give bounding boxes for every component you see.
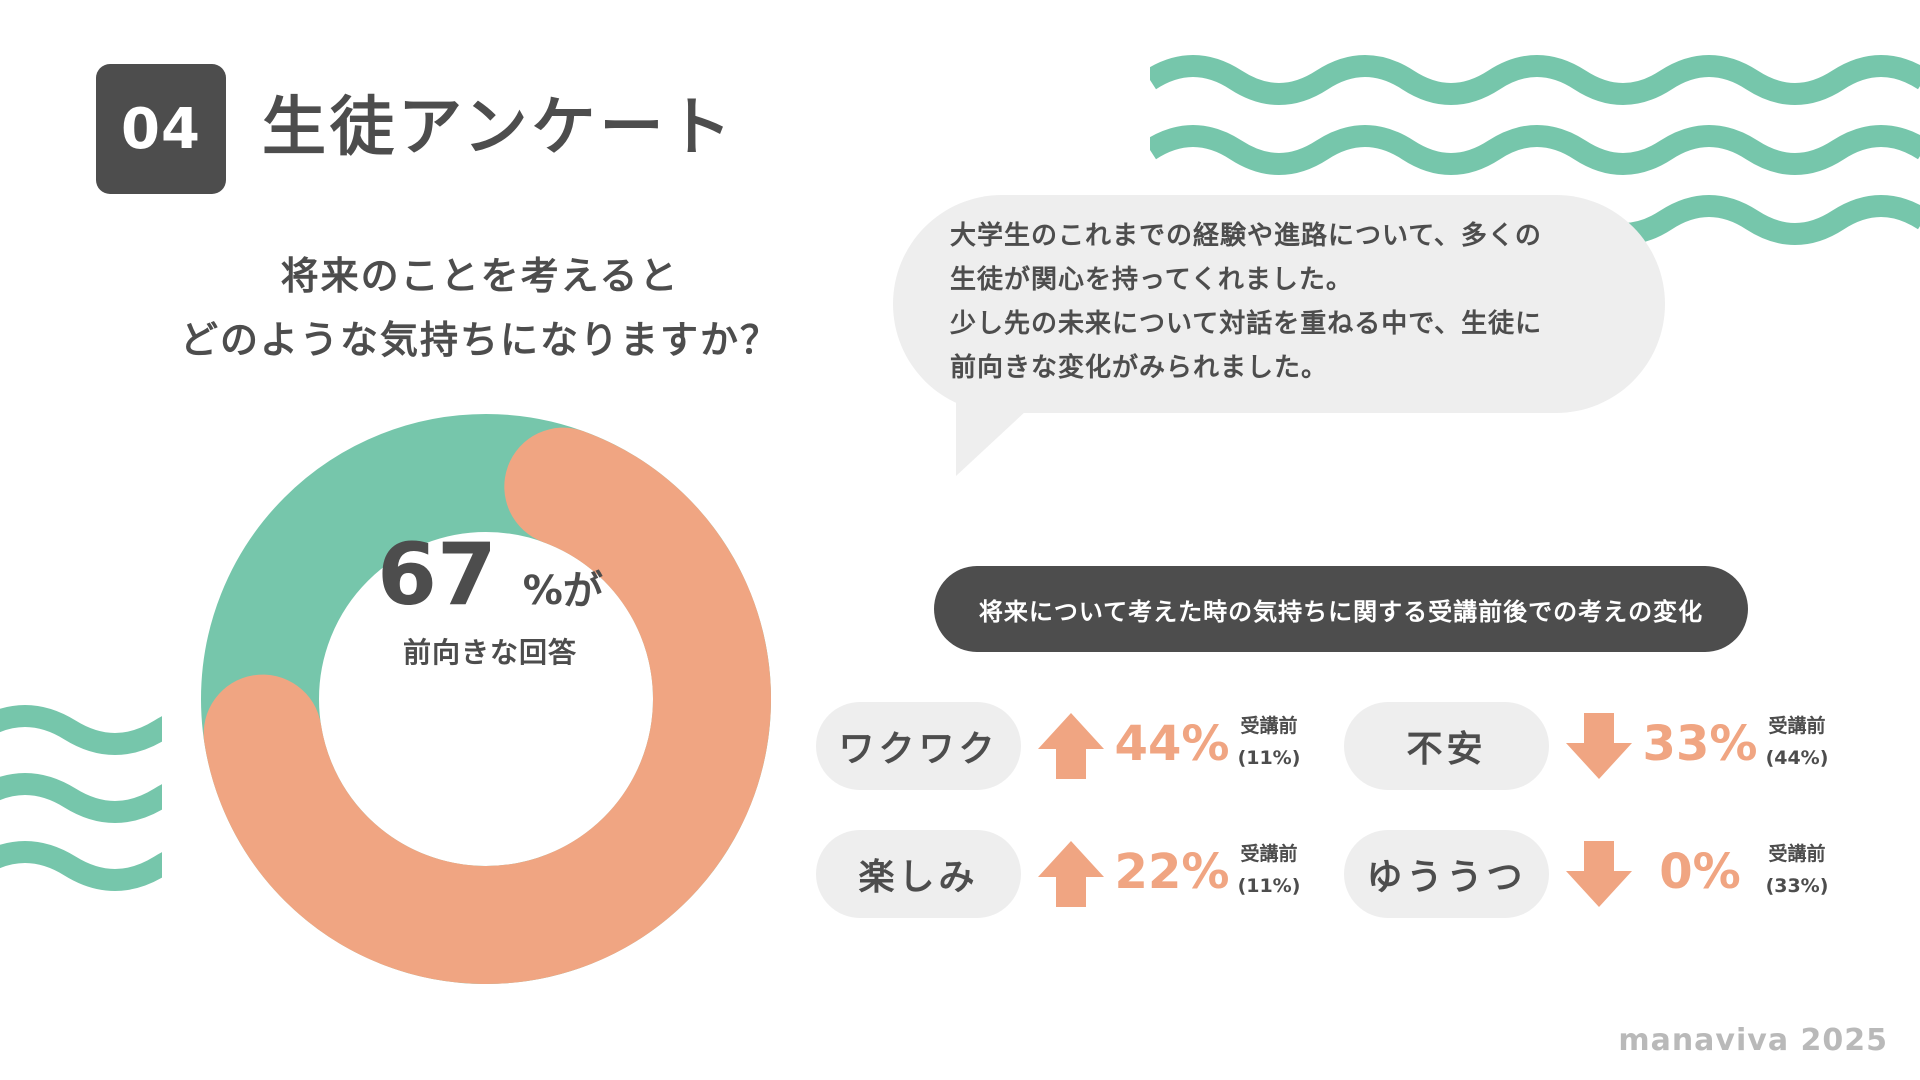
arrow-up-icon: [1038, 841, 1104, 907]
bubble-line: 生徒が関心を持ってくれました。: [950, 265, 1353, 295]
donut-chart: [201, 414, 771, 984]
survey-question: 将来のことを考えると どのような気持ちになりますか？: [140, 244, 820, 372]
speech-bubble: [893, 195, 1665, 413]
before-percentage: (44%): [1765, 747, 1829, 769]
footer-brand: manaviva 2025: [1618, 1023, 1888, 1058]
arrow-up-icon: [1038, 713, 1104, 779]
feeling-label: ワクワク: [816, 702, 1021, 790]
page-title: 生徒アンケート: [262, 91, 736, 165]
before-value-group: 受講前 (11%): [1224, 838, 1314, 902]
question-line-2: どのような気持ちになりますか？: [179, 318, 780, 362]
before-percentage: (11%): [1237, 747, 1301, 769]
speech-bubble-text: 大学生のこれまでの経験や進路について、多くの 生徒が関心を持ってくれました。 少…: [950, 214, 1650, 390]
before-label: 受講前: [1768, 715, 1826, 737]
feeling-label: 楽しみ: [816, 830, 1021, 918]
donut-percentage-suffix: %が: [522, 568, 603, 614]
after-percentage: 44%: [1114, 716, 1230, 772]
after-percentage: 33%: [1642, 716, 1758, 772]
section-number-badge: 04: [96, 64, 226, 194]
feeling-label: ゆううつ: [1344, 830, 1549, 918]
before-label: 受講前: [1768, 843, 1826, 865]
before-label: 受講前: [1240, 715, 1298, 737]
before-percentage: (33%): [1765, 875, 1829, 897]
bubble-line: 前向きな変化がみられました。: [950, 353, 1329, 383]
after-percentage: 0%: [1659, 844, 1741, 900]
after-percentage: 22%: [1114, 844, 1230, 900]
donut-slice-positive: [203, 427, 771, 984]
before-value-group: 受講前 (33%): [1752, 838, 1842, 902]
speech-bubble-tail: [956, 398, 1040, 476]
arrow-down-icon: [1566, 713, 1632, 779]
before-value-group: 受講前 (11%): [1224, 710, 1314, 774]
donut-caption: 前向きな回答: [402, 636, 577, 669]
question-line-1: 将来のことを考えると: [280, 254, 680, 298]
donut-center-label: 67 %が 前向きな回答: [320, 525, 660, 725]
arrow-down-icon: [1566, 841, 1632, 907]
before-label: 受講前: [1240, 843, 1298, 865]
bubble-line: 少し先の未来について対話を重ねる中で、生徒に: [950, 309, 1543, 339]
wave-decoration-left: [0, 705, 162, 891]
bubble-line: 大学生のこれまでの経験や進路について、多くの: [950, 221, 1542, 251]
donut-percentage: 67: [377, 525, 497, 625]
before-value-group: 受講前 (44%): [1752, 710, 1842, 774]
feeling-label: 不安: [1344, 702, 1549, 790]
change-banner: 将来について考えた時の気持ちに関する受講前後での考えの変化: [934, 566, 1748, 652]
before-percentage: (11%): [1237, 875, 1301, 897]
